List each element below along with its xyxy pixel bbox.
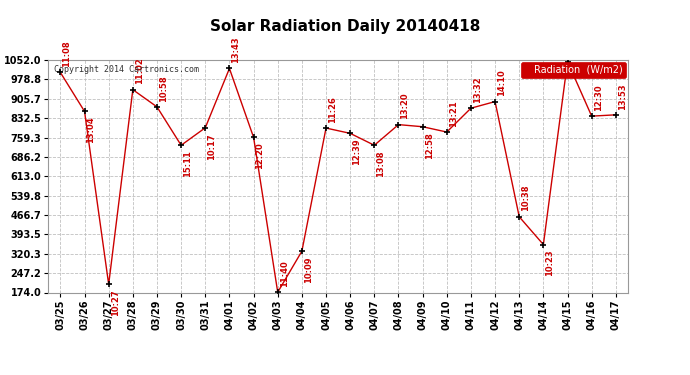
Text: 11:26: 11:26 — [328, 96, 337, 123]
Text: 14:10: 14:10 — [497, 69, 506, 96]
Text: 11:08: 11:08 — [62, 40, 71, 67]
Text: 15:11: 15:11 — [183, 151, 192, 177]
Text: 10:27: 10:27 — [110, 290, 119, 316]
Text: 10:23: 10:23 — [545, 250, 554, 276]
Text: Solar Radiation Daily 20140418: Solar Radiation Daily 20140418 — [210, 19, 480, 34]
Text: 10:17: 10:17 — [207, 133, 216, 160]
Text: 11:40: 11:40 — [279, 260, 288, 287]
Text: 13:43: 13:43 — [231, 36, 240, 63]
Text: Copyright 2014 Cartronics.com: Copyright 2014 Cartronics.com — [54, 64, 199, 74]
Text: 13:32: 13:32 — [473, 76, 482, 103]
Legend: Radiation  (W/m2): Radiation (W/m2) — [521, 62, 626, 78]
Text: 11:02: 11:02 — [135, 58, 144, 84]
Text: 13:53: 13:53 — [618, 83, 627, 110]
Text: 10:09: 10:09 — [304, 256, 313, 283]
Text: 13:08: 13:08 — [376, 151, 385, 177]
Text: 12:30: 12:30 — [593, 84, 602, 111]
Text: 10:58: 10:58 — [159, 75, 168, 102]
Text: 13:04: 13:04 — [86, 117, 95, 143]
Text: 12:20: 12:20 — [255, 142, 264, 170]
Text: 13:20: 13:20 — [400, 93, 409, 119]
Text: 13:21: 13:21 — [448, 100, 457, 127]
Text: 12:39: 12:39 — [352, 139, 361, 165]
Text: 12:58: 12:58 — [424, 132, 433, 159]
Text: 10:38: 10:38 — [521, 185, 530, 211]
